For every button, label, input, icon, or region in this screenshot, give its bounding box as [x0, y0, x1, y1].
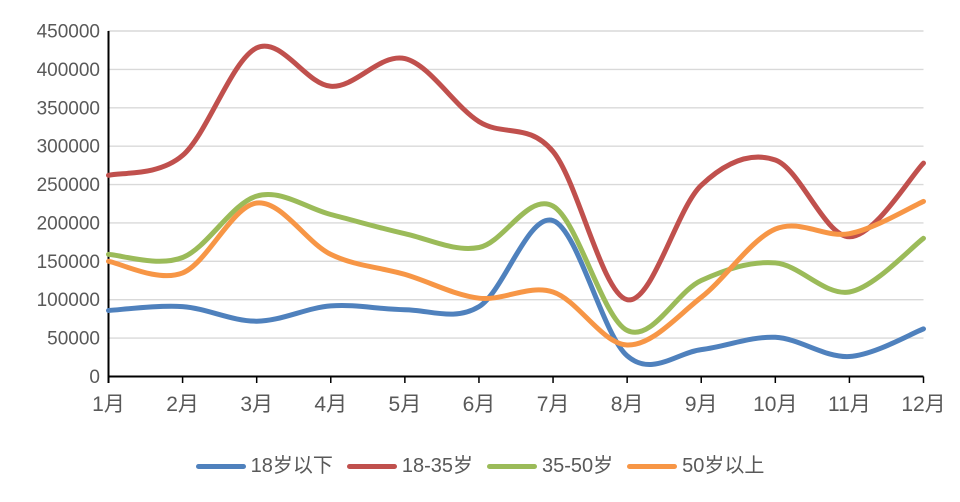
y-axis-tick-label: 350000 [37, 98, 100, 119]
y-axis-tick-label: 200000 [37, 213, 100, 234]
x-axis-tick-label: 1月 [92, 393, 125, 416]
series-line-50岁以上 [106, 198, 926, 348]
legend-line-marker [627, 463, 678, 469]
legend-line-marker [346, 463, 397, 469]
legend-item-18-35岁: 18-35岁 [346, 453, 473, 479]
legend-label: 35-50岁 [542, 455, 614, 477]
y-axis-tick-label: 400000 [37, 60, 100, 81]
x-axis-tick-label: 2月 [166, 393, 199, 416]
y-axis-tick-label: 450000 [37, 22, 100, 43]
x-axis-tick-label: 10月 [753, 393, 797, 416]
x-axis-tick-label: 7月 [537, 393, 570, 416]
y-axis-tick-label: 100000 [37, 290, 100, 311]
x-axis-tick-label: 6月 [463, 393, 496, 416]
y-axis-tick-label: 150000 [37, 252, 100, 273]
y-axis-tick-label: 0 [89, 367, 100, 388]
legend-item-35-50岁: 35-50岁 [487, 453, 613, 479]
x-axis-tick-label: 11月 [828, 393, 871, 416]
legend-item-50岁以上: 50岁以上 [627, 453, 764, 479]
series-line-18岁以下 [106, 217, 926, 368]
chart-legend: 18岁以下 18-35岁 35-50岁 50岁以上 [0, 453, 960, 479]
y-axis-tick-label: 50000 [47, 329, 100, 350]
legend-line-marker [195, 463, 246, 469]
series-line-18-35岁 [106, 43, 926, 303]
x-axis-tick-label: 9月 [685, 393, 718, 416]
legend-label: 18岁以下 [250, 455, 333, 477]
y-axis-tick-label: 250000 [37, 175, 100, 196]
legend-item-18岁以下: 18岁以下 [195, 453, 333, 479]
x-axis-tick-label: 8月 [611, 393, 644, 416]
x-axis-tick-label: 3月 [240, 393, 273, 416]
x-axis-tick-label: 12月 [901, 393, 945, 416]
series-line-35-50岁 [106, 192, 926, 335]
legend-label: 18-35岁 [401, 455, 473, 477]
legend-label: 50岁以上 [682, 455, 765, 477]
x-axis-tick-label: 5月 [389, 393, 422, 416]
legend-line-marker [487, 463, 537, 469]
y-axis-tick-label: 300000 [37, 137, 100, 158]
x-axis-tick-label: 4月 [314, 393, 347, 416]
